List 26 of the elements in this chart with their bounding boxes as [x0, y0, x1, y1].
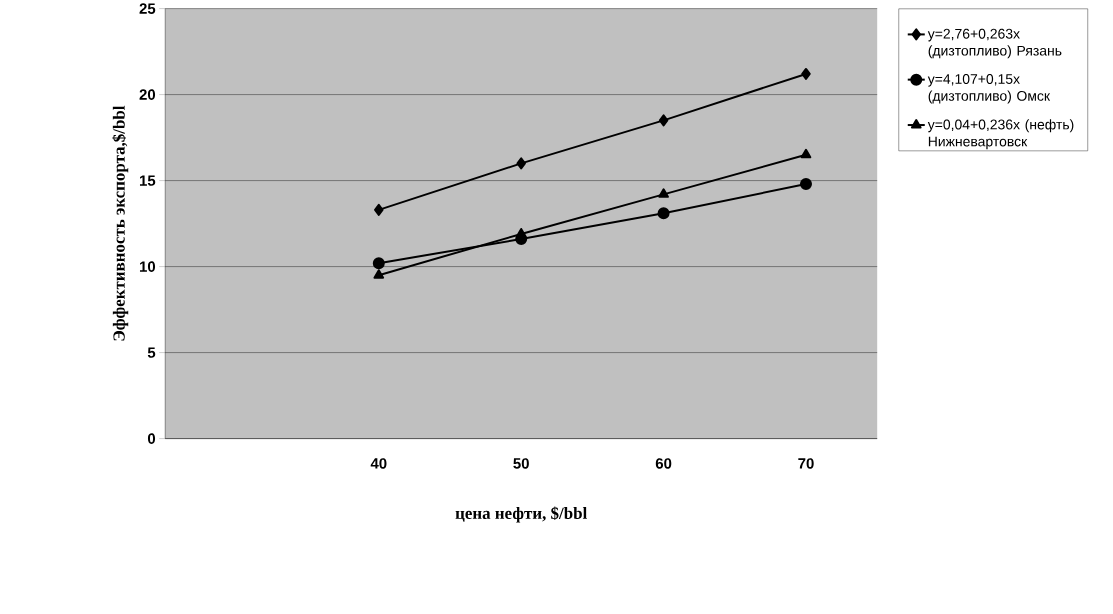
point: [800, 148, 812, 159]
legend-label: y=2,76+0,263x (дизтопливо) Рязань: [927, 28, 1062, 59]
point: [800, 178, 812, 191]
legend-label: y=0,04+0,236x (нефть) Нижневартовск: [927, 119, 1074, 150]
point: [516, 157, 526, 170]
point: [372, 257, 385, 270]
x-tick-label: 50: [513, 458, 529, 469]
point: [657, 207, 670, 220]
y-axis-title: Эффективность экспорта,$/bbl: [112, 105, 129, 341]
y-tick-label: 5: [147, 347, 156, 358]
y-tick-label: 0: [147, 433, 156, 444]
point: [373, 269, 385, 279]
legend-label: y=4,107+0,15x (дизтопливо) Омск: [927, 73, 1051, 104]
point: [658, 114, 669, 127]
y-tick-label: 15: [139, 175, 156, 186]
x-tick-label: 70: [798, 458, 814, 469]
point: [801, 67, 811, 80]
y-tick-label: 10: [139, 261, 156, 272]
point: [658, 188, 669, 198]
y-tick-label: 25: [139, 3, 156, 14]
x-tick-label: 60: [655, 458, 672, 469]
x-axis-title: цена нефти, $/bbl: [455, 506, 587, 523]
x-tick-label: 40: [370, 458, 387, 469]
point: [374, 203, 384, 216]
point: [515, 227, 527, 238]
y-tick-label: 20: [139, 89, 156, 100]
